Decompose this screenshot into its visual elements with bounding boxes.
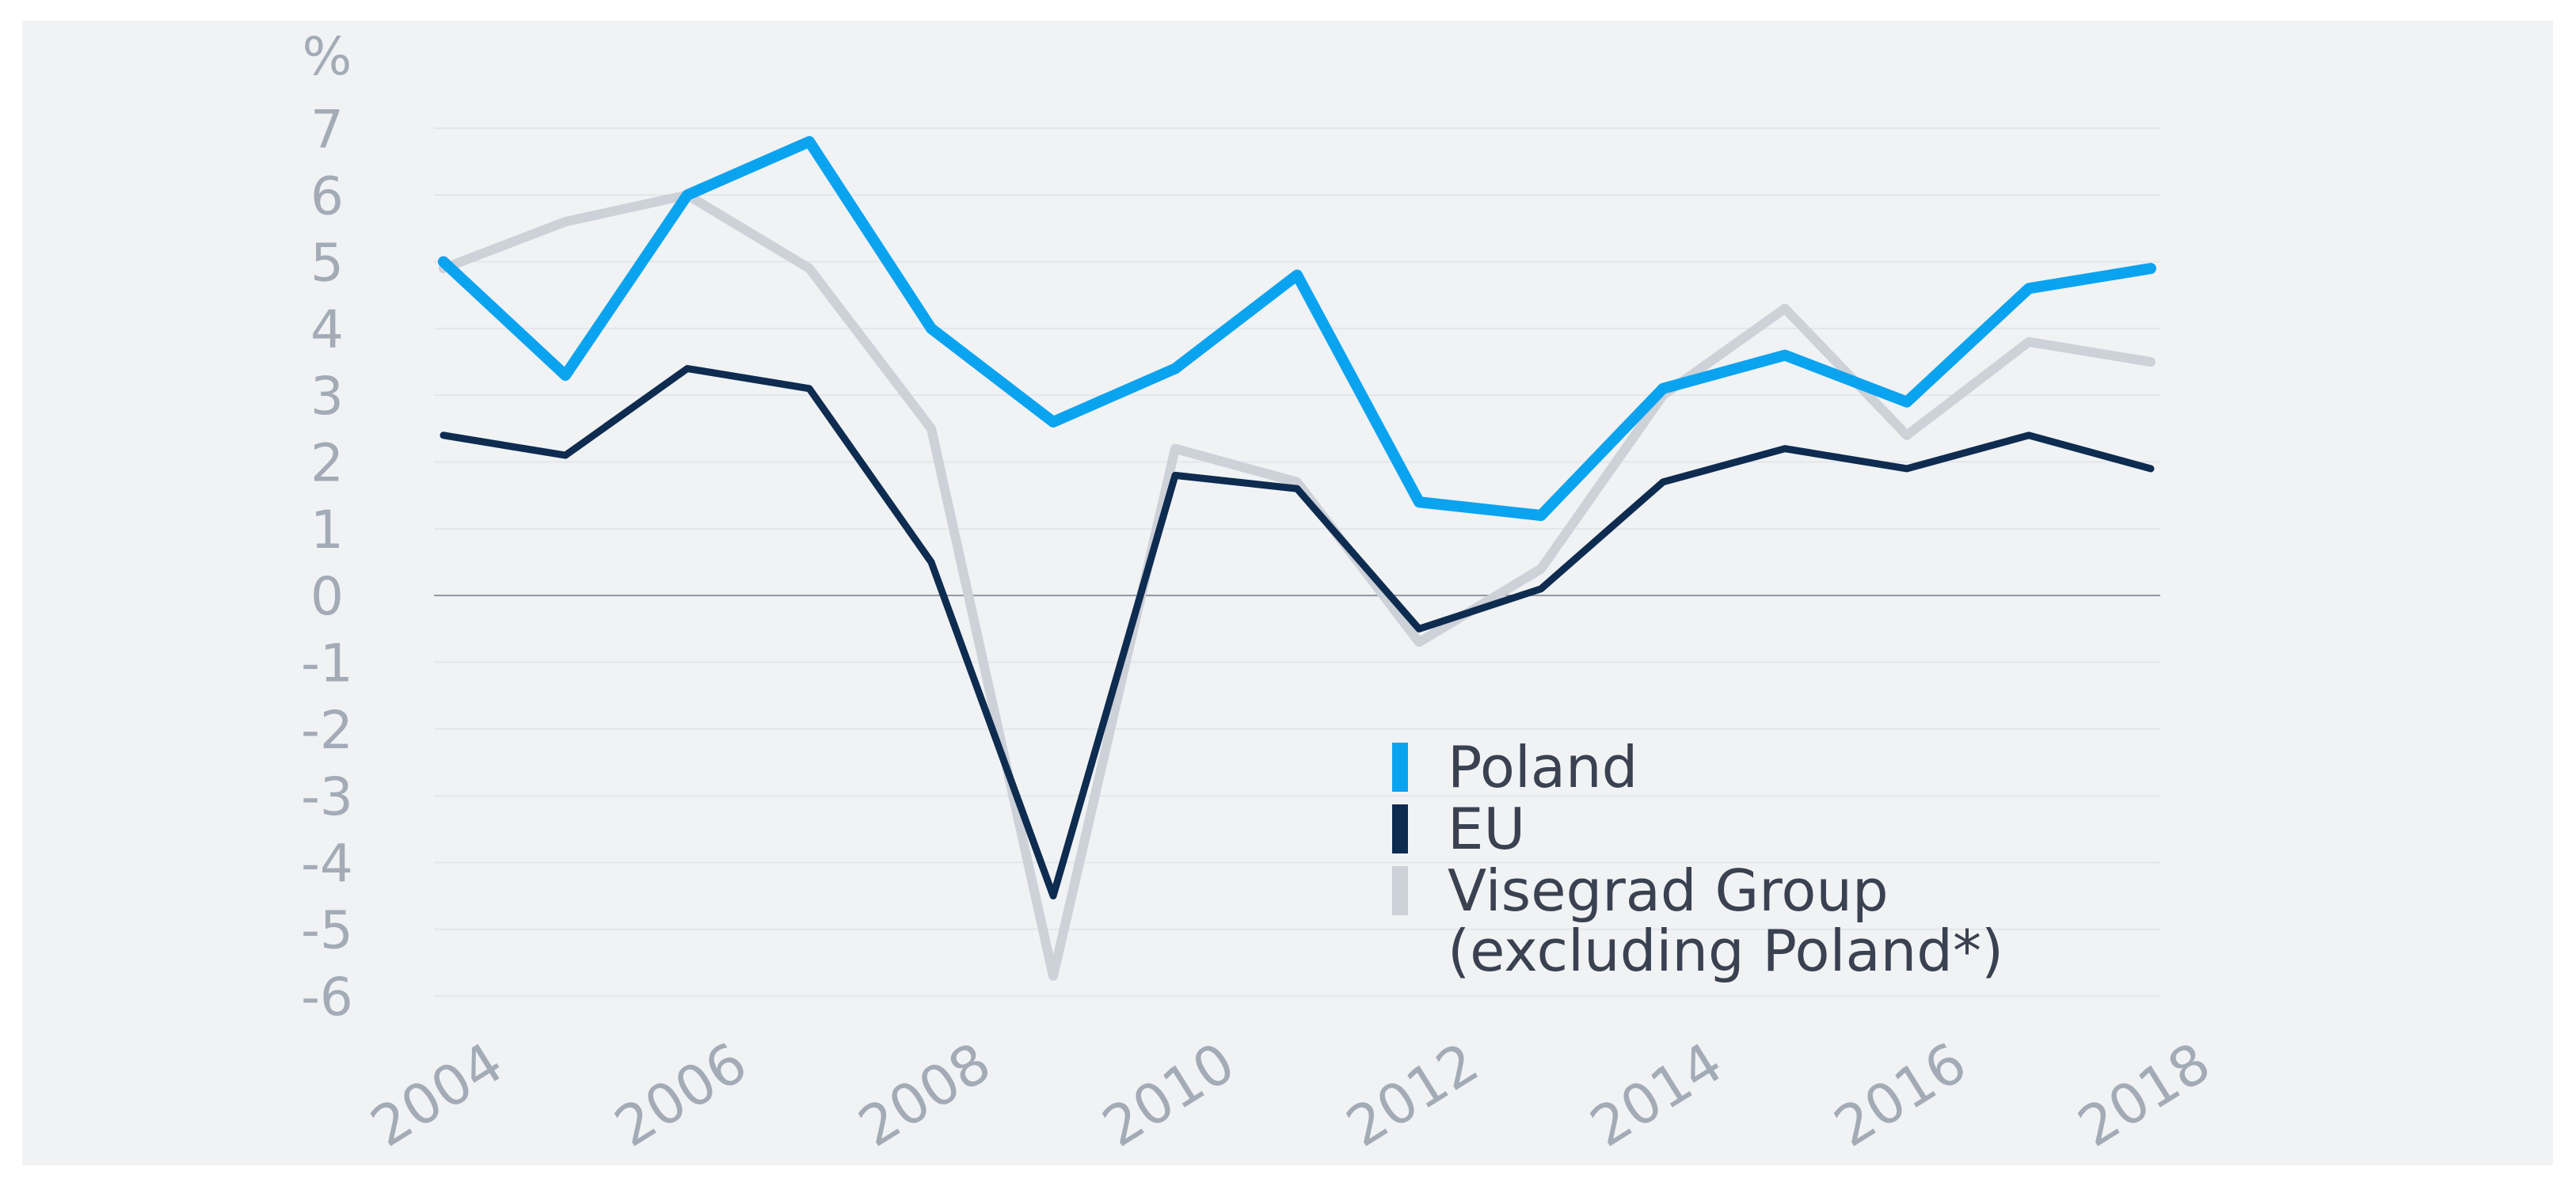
legend-swatch: [1392, 804, 1408, 853]
series-lines: [438, 135, 2156, 981]
series-line-visegrad-group: [439, 190, 2156, 981]
legend-label: Visegrad Group: [1448, 857, 1889, 924]
y-tick-label: 6: [310, 165, 344, 226]
x-tick-label: 2018: [2067, 1030, 2221, 1160]
x-tick-label: 2010: [1091, 1030, 1246, 1160]
x-tick-label: 2006: [603, 1030, 758, 1160]
x-tick-label: 2014: [1579, 1030, 1733, 1160]
gridlines: [434, 127, 2160, 997]
y-tick-label: 4: [310, 299, 344, 360]
legend-label: EU: [1448, 796, 1525, 862]
series-line-poland: [438, 135, 2156, 521]
legend-label: Poland: [1448, 734, 1638, 800]
y-axis-unit-label: %: [302, 26, 352, 87]
y-tick-label: 0: [310, 566, 344, 627]
legend-swatch: [1392, 743, 1408, 792]
y-tick-label: -5: [301, 900, 353, 961]
y-tick-label: -1: [301, 633, 353, 694]
y-tick-label: -4: [301, 833, 353, 894]
series-line-eu: [439, 365, 2155, 900]
y-tick-label: -2: [301, 700, 353, 761]
y-tick-label: 1: [310, 500, 344, 561]
y-tick-label: -3: [301, 766, 353, 827]
x-tick-label: 2004: [360, 1030, 514, 1160]
y-tick-label: -6: [301, 967, 353, 1028]
chart-panel: % 7 6 5 4 3 2 1 0 -1 -2 -3 -4 -5 -6 2004 2006 2008 2010 2…: [22, 21, 2553, 1165]
y-tick-label: 3: [310, 366, 344, 427]
x-tick-label: 2008: [847, 1030, 1002, 1160]
y-tick-label: 5: [310, 233, 344, 294]
legend-swatch: [1392, 866, 1408, 915]
legend-label-line2: (excluding Poland*): [1448, 918, 2003, 984]
y-tick-label: 7: [310, 99, 344, 160]
x-tick-label: 2016: [1823, 1030, 1977, 1160]
x-tick-label: 2012: [1335, 1030, 1490, 1160]
x-axis-ticks: 2004 2006 2008 2010 2012 2014 2016 2018: [360, 1030, 2221, 1160]
y-tick-label: 2: [310, 433, 344, 494]
